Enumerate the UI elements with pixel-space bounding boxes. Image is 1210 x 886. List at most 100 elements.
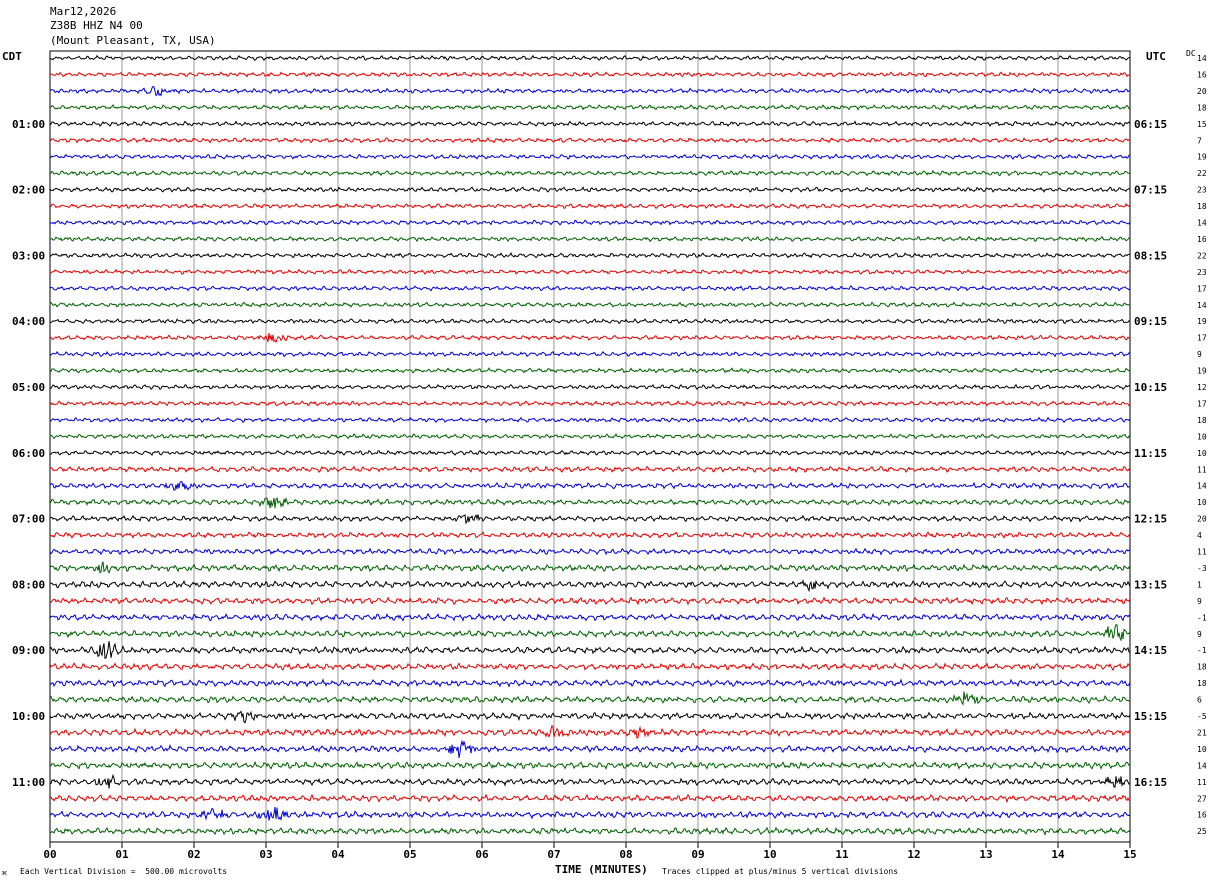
dc-offset-label: 16: [1197, 70, 1207, 79]
trace-30: [49, 547, 1131, 556]
trace-42: [49, 739, 1131, 758]
trace-20: [49, 383, 1131, 391]
dc-offset-label: 20: [1197, 87, 1207, 96]
dc-offset-label: 14: [1197, 301, 1207, 310]
dc-offset-label: 14: [1197, 482, 1207, 491]
trace-11: [49, 235, 1131, 243]
dc-offset-label: 10: [1197, 449, 1207, 458]
right-hour-label: 15:15: [1134, 710, 1167, 723]
scale-note: Each Vertical Division = 500.00 microvol…: [20, 867, 228, 876]
x-tick-label: 05: [403, 848, 416, 861]
trace-19: [49, 367, 1131, 374]
dc-offset-label: 6: [1197, 696, 1202, 705]
dc-offset-label: -5: [1197, 712, 1207, 721]
dc-offset-label: 20: [1197, 515, 1207, 524]
dc-offset-label: -1: [1197, 646, 1207, 655]
right-hour-label: 06:15: [1134, 118, 1167, 131]
trace-28: [49, 514, 1131, 525]
dc-offset-label: 11: [1197, 465, 1207, 474]
trace-35: [49, 624, 1131, 642]
left-hour-label: 07:00: [12, 513, 45, 526]
dc-offset-label: 12: [1197, 383, 1207, 392]
dc-offset-label: 15: [1197, 120, 1207, 129]
dc-offset-label: 14: [1197, 54, 1207, 63]
trace-26: [49, 481, 1131, 491]
trace-5: [49, 137, 1131, 144]
dc-offset-label: 27: [1197, 794, 1207, 803]
dc-offset-label: 18: [1197, 679, 1207, 688]
x-tick-label: 09: [691, 848, 704, 861]
header-date: Mar12,2026: [50, 5, 117, 18]
dc-offset-label: 7: [1197, 136, 1202, 145]
dc-offset-label: 17: [1197, 334, 1207, 343]
left-hour-label: 05:00: [12, 381, 45, 394]
dc-offset-label: 17: [1197, 284, 1207, 293]
trace-3: [49, 104, 1131, 111]
dc-offset-label: -1: [1197, 613, 1207, 622]
dc-offset-label: 9: [1197, 630, 1202, 639]
trace-31: [49, 561, 1131, 574]
right-hour-label: 08:15: [1134, 249, 1167, 262]
trace-8: [49, 186, 1131, 193]
trace-22: [49, 416, 1131, 424]
trace-13: [49, 268, 1131, 275]
trace-43: [49, 760, 1131, 771]
trace-2: [49, 85, 1131, 97]
dc-offset-header: DC: [1186, 49, 1196, 58]
dc-offset-label: 18: [1197, 416, 1207, 425]
x-tick-label: 12: [907, 848, 920, 861]
dc-offset-label: 14: [1197, 219, 1207, 228]
dc-offset-label: 19: [1197, 367, 1207, 376]
right-hour-label: 10:15: [1134, 381, 1167, 394]
trace-6: [49, 153, 1131, 160]
trace-4: [49, 120, 1131, 128]
trace-46: [49, 806, 1131, 822]
right-timezone-label: UTC: [1146, 50, 1166, 63]
x-tick-label: 15: [1123, 848, 1136, 861]
trace-23: [49, 433, 1131, 440]
dc-offset-label: 23: [1197, 268, 1207, 277]
x-tick-label: 04: [331, 848, 345, 861]
dc-offset-label: 10: [1197, 498, 1207, 507]
dc-offset-label: 16: [1197, 811, 1207, 820]
trace-38: [49, 678, 1131, 688]
x-tick-label: 14: [1051, 848, 1065, 861]
trace-32: [50, 579, 1131, 593]
dc-offset-label: 18: [1197, 663, 1207, 672]
x-tick-label: 01: [115, 848, 129, 861]
trace-34: [49, 612, 1131, 622]
trace-21: [49, 400, 1131, 407]
right-hour-label: 09:15: [1134, 315, 1167, 328]
trace-24: [50, 449, 1131, 457]
dc-offset-label: 17: [1197, 399, 1207, 408]
x-tick-label: 03: [259, 848, 272, 861]
trace-45: [49, 793, 1130, 804]
left-hour-label: 10:00: [12, 710, 45, 723]
trace-7: [49, 169, 1131, 177]
left-hour-label: 01:00: [12, 118, 45, 131]
trace-44: [49, 773, 1131, 789]
trace-17: [49, 332, 1131, 344]
dc-offset-label: 22: [1197, 251, 1207, 260]
trace-33: [49, 596, 1131, 606]
trace-47: [49, 826, 1131, 836]
right-hour-label: 14:15: [1134, 644, 1167, 657]
dc-offset-label: 23: [1197, 186, 1207, 195]
trace-40: [49, 710, 1131, 724]
x-tick-label: 02: [187, 848, 200, 861]
dc-offset-label: -3: [1197, 564, 1207, 573]
left-hour-label: 02:00: [12, 184, 45, 197]
right-hour-label: 12:15: [1134, 513, 1167, 526]
x-tick-label: 07: [547, 848, 560, 861]
x-axis-title: TIME (MINUTES): [555, 863, 648, 876]
trace-37: [49, 662, 1131, 672]
dc-offset-label: 1: [1197, 580, 1202, 589]
x-tick-label: 11: [835, 848, 849, 861]
clip-note: Traces clipped at plus/minus 5 vertical …: [662, 867, 899, 876]
header-station: Z38B HHZ N4 00: [50, 19, 143, 32]
dc-offset-label: 14: [1197, 761, 1207, 770]
x-tick-label: 08: [619, 848, 632, 861]
x-tick-label: 06: [475, 848, 489, 861]
dc-offset-label: 18: [1197, 202, 1207, 211]
